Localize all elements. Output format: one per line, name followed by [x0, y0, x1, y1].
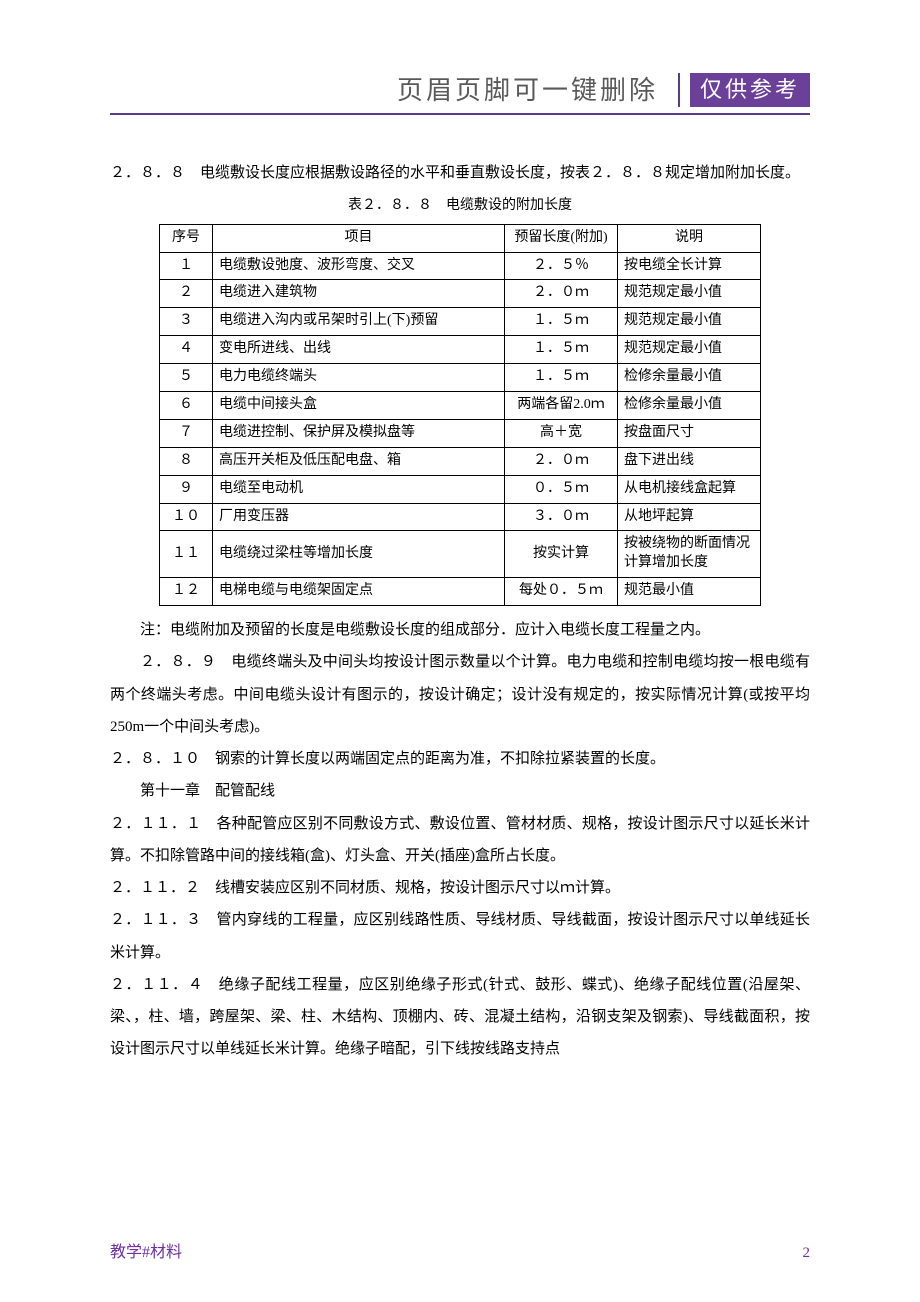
- cell: 从电机接线盒起算: [618, 475, 761, 503]
- cell: 高压开关柜及低压配电盘、箱: [213, 447, 505, 475]
- table-row: ４变电所进线、出线１．５ｍ规范规定最小值: [160, 336, 761, 364]
- footer-left-text: 教学#材料: [110, 1238, 182, 1262]
- cell: 从地坪起算: [618, 503, 761, 531]
- th-note: 说明: [618, 224, 761, 252]
- cell: ８: [160, 447, 213, 475]
- table-caption: 表２．８．８ 电缆敷设的附加长度: [110, 195, 810, 217]
- para-2-11-2: ２．１１．２ 线槽安装应区别不同材质、规格，按设计图示尺寸以ｍ计算。: [110, 872, 810, 904]
- cell: ３．０ｍ: [505, 503, 618, 531]
- para-2-8-10: ２．８．１０ 钢索的计算长度以两端固定点的距离为准，不扣除拉紧装置的长度。: [110, 743, 810, 775]
- cell: ４: [160, 336, 213, 364]
- page-header: 页眉页脚可一键删除 仅供参考: [110, 70, 810, 115]
- header-title: 页眉页脚可一键删除: [397, 70, 658, 107]
- th-seq: 序号: [160, 224, 213, 252]
- cell: 电缆进入建筑物: [213, 280, 505, 308]
- page-number: 2: [803, 1245, 811, 1262]
- cell: １．５ｍ: [505, 336, 618, 364]
- cell: １: [160, 252, 213, 280]
- cell: 规范最小值: [618, 578, 761, 606]
- table-row: １２电梯电缆与电缆架固定点每处０．５ｍ规范最小值: [160, 578, 761, 606]
- header-divider: [678, 73, 680, 107]
- table-row: ２电缆进入建筑物２．０ｍ规范规定最小值: [160, 280, 761, 308]
- chapter-11-title: 第十一章 配管配线: [110, 775, 810, 807]
- cell: ６: [160, 391, 213, 419]
- para-2-8-9: ２．８．９ 电缆终端头及中间头均按设计图示数量以个计算。电力电缆和控制电缆均按一…: [110, 646, 810, 743]
- table-header-row: 序号 项目 预留长度(附加) 说明: [160, 224, 761, 252]
- cell: 厂用变压器: [213, 503, 505, 531]
- page: 页眉页脚可一键删除 仅供参考 ２．８．８ 电缆敷设长度应根据敷设路径的水平和垂直…: [0, 0, 920, 1302]
- cell: ０．５ｍ: [505, 475, 618, 503]
- table-note: 注：电缆附加及预留的长度是电缆敷设长度的组成部分．应计入电缆长度工程量之内。: [110, 614, 810, 646]
- cell: 每处０．５ｍ: [505, 578, 618, 606]
- th-length: 预留长度(附加): [505, 224, 618, 252]
- cell: １２: [160, 578, 213, 606]
- cell: ７: [160, 419, 213, 447]
- cable-length-table: 序号 项目 预留长度(附加) 说明 １电缆敷设弛度、波形弯度、交叉２．５％按电缆…: [159, 224, 761, 606]
- cell: １．５ｍ: [505, 308, 618, 336]
- document-body: ２．８．８ 电缆敷设长度应根据敷设路径的水平和垂直敷设长度，按表２．８．８规定增…: [110, 157, 810, 1066]
- cell: 规范规定最小值: [618, 308, 761, 336]
- cell: 按被绕物的断面情况计算增加长度: [618, 531, 761, 578]
- table-row: ７电缆进控制、保护屏及模拟盘等高＋宽按盘面尺寸: [160, 419, 761, 447]
- para-2-11-3: ２．１１．３ 管内穿线的工程量，应区别线路性质、导线材质、导线截面，按设计图示尺…: [110, 904, 810, 969]
- cell: 电缆进入沟内或吊架时引上(下)预留: [213, 308, 505, 336]
- table-row: １０厂用变压器３．０ｍ从地坪起算: [160, 503, 761, 531]
- cell: ２．０ｍ: [505, 447, 618, 475]
- cell: 电缆敷设弛度、波形弯度、交叉: [213, 252, 505, 280]
- table-row: ８高压开关柜及低压配电盘、箱２．０ｍ盘下进出线: [160, 447, 761, 475]
- table-row: ９电缆至电动机０．５ｍ从电机接线盒起算: [160, 475, 761, 503]
- page-footer: 教学#材料 2: [110, 1238, 810, 1262]
- cell: １０: [160, 503, 213, 531]
- cell: 高＋宽: [505, 419, 618, 447]
- table-row: １电缆敷设弛度、波形弯度、交叉２．５％按电缆全长计算: [160, 252, 761, 280]
- table-row: １１电缆绕过梁柱等增加长度按实计算按被绕物的断面情况计算增加长度: [160, 531, 761, 578]
- cell: 检修余量最小值: [618, 364, 761, 392]
- table-body: １电缆敷设弛度、波形弯度、交叉２．５％按电缆全长计算 ２电缆进入建筑物２．０ｍ规…: [160, 252, 761, 606]
- header-badge: 仅供参考: [690, 73, 810, 107]
- para-2-11-4: ２．１１．４ 绝缘子配线工程量，应区别绝缘子形式(针式、鼓形、蝶式)、绝缘子配线…: [110, 969, 810, 1066]
- cell: 电缆进控制、保护屏及模拟盘等: [213, 419, 505, 447]
- table-row: ３电缆进入沟内或吊架时引上(下)预留１．５ｍ规范规定最小值: [160, 308, 761, 336]
- cell: 盘下进出线: [618, 447, 761, 475]
- cell: 变电所进线、出线: [213, 336, 505, 364]
- table-row: ６电缆中间接头盒两端各留2.0ｍ检修余量最小值: [160, 391, 761, 419]
- cell: ２．０ｍ: [505, 280, 618, 308]
- cell: 检修余量最小值: [618, 391, 761, 419]
- table-row: ５电力电缆终端头１．５ｍ检修余量最小值: [160, 364, 761, 392]
- cell: 两端各留2.0ｍ: [505, 391, 618, 419]
- cell: ２．５％: [505, 252, 618, 280]
- cell: １．５ｍ: [505, 364, 618, 392]
- cell: ２: [160, 280, 213, 308]
- para-2-8-8: ２．８．８ 电缆敷设长度应根据敷设路径的水平和垂直敷设长度，按表２．８．８规定增…: [110, 157, 810, 189]
- cell: 电梯电缆与电缆架固定点: [213, 578, 505, 606]
- cell: ５: [160, 364, 213, 392]
- cell: 电力电缆终端头: [213, 364, 505, 392]
- cell: 电缆绕过梁柱等增加长度: [213, 531, 505, 578]
- cell: 按实计算: [505, 531, 618, 578]
- cell: 电缆至电动机: [213, 475, 505, 503]
- th-item: 项目: [213, 224, 505, 252]
- cell: 按电缆全长计算: [618, 252, 761, 280]
- cell: 规范规定最小值: [618, 280, 761, 308]
- cell: ９: [160, 475, 213, 503]
- cell: 规范规定最小值: [618, 336, 761, 364]
- para-2-11-1: ２．１１．１ 各种配管应区别不同敷设方式、敷设位置、管材材质、规格，按设计图示尺…: [110, 808, 810, 873]
- cell: ３: [160, 308, 213, 336]
- cell: 按盘面尺寸: [618, 419, 761, 447]
- cell: １１: [160, 531, 213, 578]
- cell: 电缆中间接头盒: [213, 391, 505, 419]
